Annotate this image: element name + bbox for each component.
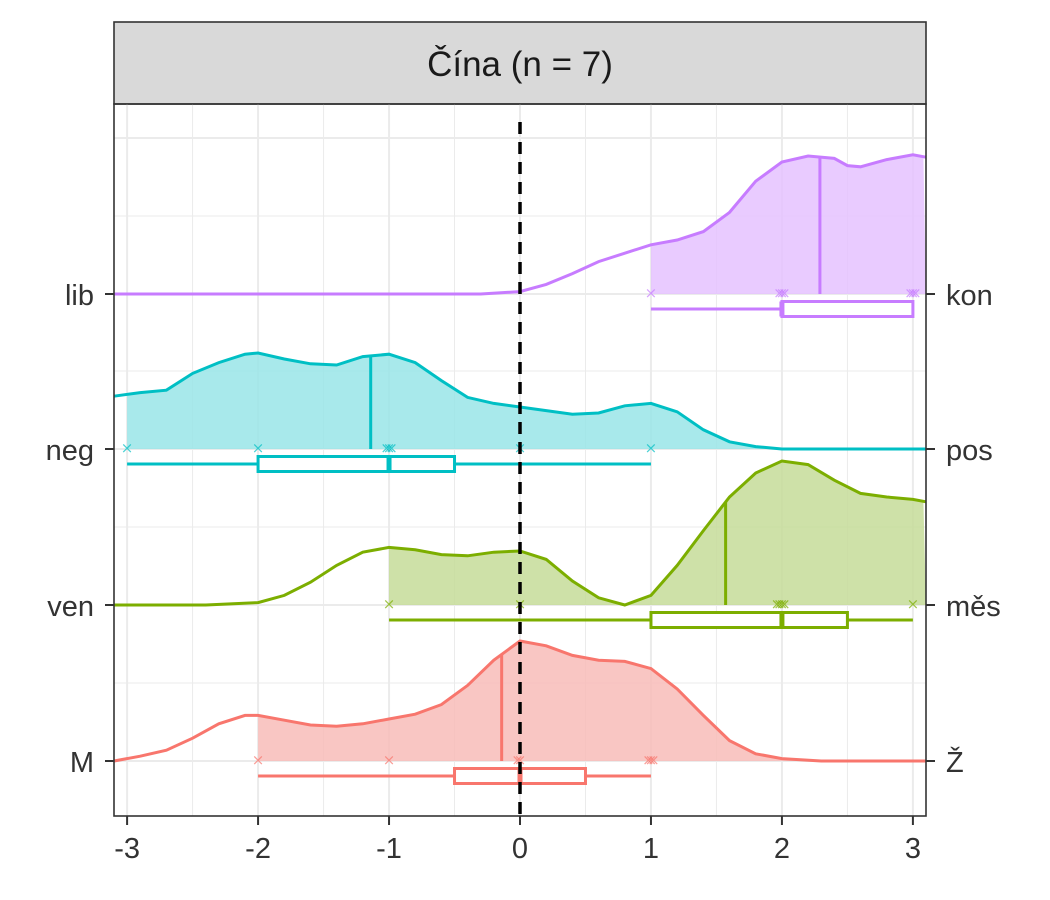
box-iqr [649, 611, 849, 629]
density-area [258, 641, 927, 761]
data-point: × [909, 284, 922, 302]
data-point: × [385, 439, 398, 457]
y-label-right: kon [946, 280, 993, 312]
data-point: × [907, 595, 920, 613]
x-tick-label: 1 [643, 833, 659, 865]
data-point: × [647, 751, 660, 769]
data-point: × [645, 284, 658, 302]
density-curve [113, 351, 926, 451]
density-curve [113, 639, 926, 763]
panel-strip [113, 21, 927, 105]
x-tick-label: 0 [512, 833, 528, 865]
density-area [389, 461, 926, 605]
y-label-left: M [70, 747, 94, 779]
data-point: × [252, 751, 265, 769]
y-label-left: neg [46, 435, 94, 467]
series-layer: ×××××××××××××××××××××××××××× [113, 153, 927, 785]
data-point: × [121, 439, 134, 457]
series-ven-měs: ××××××× [114, 459, 927, 629]
data-point: × [771, 595, 784, 613]
series-M-Ž: × × ×× ××× [113, 639, 927, 785]
data-point: × [383, 595, 396, 613]
data-point: × [511, 751, 524, 769]
y-label-right: pos [946, 435, 993, 467]
density-area [651, 154, 926, 294]
data-point: × [383, 751, 396, 769]
data-point: × [514, 751, 527, 769]
data-point: × [907, 284, 920, 302]
data-point: × [776, 284, 789, 302]
density-area [127, 353, 927, 449]
series-neg-pos: ××××××× [113, 351, 927, 473]
x-tick-label: 2 [774, 833, 790, 865]
data-point: × [773, 595, 786, 613]
data-point: × [383, 439, 396, 457]
x-tick-label: -2 [245, 833, 271, 865]
y-label-left: lib [65, 280, 94, 312]
data-point: × [904, 284, 917, 302]
y-label-left: ven [47, 591, 94, 623]
series-lib-kon: × ××× ××× [114, 153, 927, 318]
data-point: × [776, 595, 789, 613]
data-point: × [773, 284, 786, 302]
y-label-right: měs [946, 591, 1001, 623]
x-tick-label: 3 [905, 833, 921, 865]
data-point: × [778, 284, 791, 302]
x-tick-label: -1 [376, 833, 402, 865]
box-iqr [780, 300, 915, 318]
data-point: × [642, 751, 655, 769]
x-tick-label: -3 [114, 833, 140, 865]
density-curve [114, 153, 927, 296]
data-point: × [645, 751, 658, 769]
data-point: × [645, 439, 658, 457]
box-iqr [256, 455, 457, 473]
density-curve [114, 459, 927, 607]
data-point: × [778, 595, 791, 613]
y-label-right: Ž [946, 746, 964, 779]
panel-title: Čína (n = 7) [427, 45, 613, 84]
data-point: × [380, 439, 393, 457]
data-point: × [252, 439, 265, 457]
